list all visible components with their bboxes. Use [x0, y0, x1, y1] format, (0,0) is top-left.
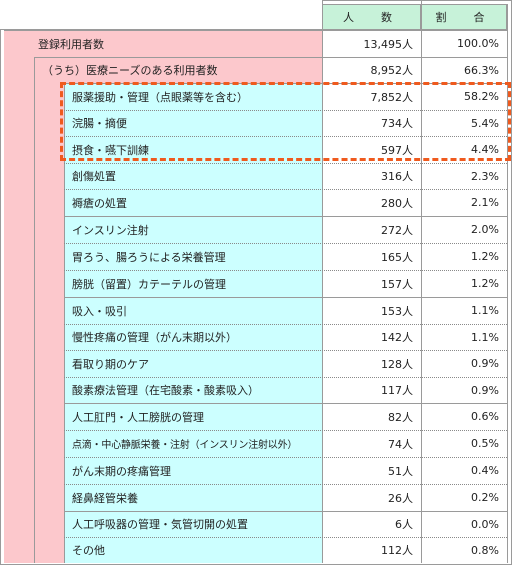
total-ratio: 100.0%: [457, 37, 499, 50]
item-count: 128人: [381, 357, 413, 371]
item-ratio: 0.5%: [471, 437, 499, 450]
item-ratio: 5.4%: [471, 116, 499, 130]
item-label: 酸素療法管理（在宅酸素・酸素吸入）: [72, 384, 259, 397]
item-count: 165人: [381, 250, 413, 264]
grid-line: [4, 30, 507, 31]
grid-line: [421, 0, 422, 563]
item-label: 創傷処置: [72, 170, 116, 183]
item-ratio: 2.0%: [471, 223, 499, 236]
item-count: 51人: [388, 464, 413, 478]
grid-line: [507, 4, 508, 563]
item-ratio: 1.2%: [471, 250, 499, 263]
item-ratio: 0.4%: [471, 464, 499, 477]
grid-line: [34, 57, 35, 563]
item-count: 6人: [395, 518, 413, 531]
row-separator: [64, 457, 507, 458]
row-separator: [64, 110, 507, 111]
item-count: 142人: [381, 331, 413, 344]
item-ratio: 58.2%: [464, 90, 499, 103]
grid-line: [64, 297, 507, 298]
row-separator: [64, 189, 507, 190]
row-separator: [64, 350, 507, 351]
item-ratio: 0.9%: [471, 383, 499, 397]
item-count: 7,852人: [370, 90, 414, 104]
item-label: 膀胱（留置）カテーテルの管理: [72, 277, 226, 291]
item-label: 服薬援助・管理（点眼薬等を含む）: [72, 90, 248, 104]
item-label: がん末期の疼痛管理: [72, 464, 171, 478]
medical-needs-label: （うち）医療ニーズのある利用者数: [42, 64, 218, 77]
grid-line: [64, 83, 65, 563]
item-label: その他: [72, 544, 105, 557]
item-count: 112人: [381, 544, 413, 557]
medical-needs-band: [34, 57, 322, 83]
item-ratio: 0.0%: [471, 517, 499, 531]
values-bg: [322, 30, 507, 563]
item-ratio: 1.2%: [471, 277, 499, 290]
item-count: 316人: [381, 170, 413, 183]
row-separator: [64, 270, 507, 271]
item-ratio: 0.9%: [471, 357, 499, 370]
item-ratio: 2.3%: [471, 169, 499, 183]
grid-line: [64, 216, 507, 217]
item-count: 597人: [381, 143, 413, 157]
item-label: 人工呼吸器の管理・気管切開の処置: [72, 518, 248, 531]
row-separator: [64, 163, 507, 164]
item-label: 看取り期のケア: [72, 357, 149, 371]
item-label: 点滴・中心静脈栄養・注射（インスリン注射以外）: [72, 440, 298, 451]
header-ratio: 割 合: [421, 4, 507, 30]
item-ratio: 0.8%: [471, 543, 499, 557]
row-separator: [64, 430, 507, 431]
item-label: 吸入・吸引: [72, 304, 127, 318]
item-count: 280人: [381, 196, 413, 210]
item-label: 慢性疼痛の管理（がん末期以外）: [72, 331, 237, 344]
grid-line: [64, 403, 507, 404]
row-separator: [64, 537, 507, 538]
row-separator: [64, 484, 507, 485]
header-empty-cell: [0, 0, 323, 30]
total-label: 登録利用者数: [38, 37, 104, 51]
highlight-box: [60, 82, 511, 161]
header-count: 人 数: [322, 4, 421, 30]
grid-line: [64, 511, 507, 512]
item-label: 浣腸・摘便: [72, 117, 127, 130]
item-label: インスリン注射: [72, 223, 149, 237]
item-label: 褥瘡の処置: [72, 196, 127, 210]
item-count: 74人: [388, 437, 413, 451]
item-label: 人工肛門・人工膀胱の管理: [72, 410, 204, 424]
medical-needs-count: 8,952人: [370, 64, 414, 77]
item-count: 272人: [381, 223, 413, 237]
item-count: 117人: [381, 384, 413, 397]
item-label: 経鼻経管栄養: [72, 491, 138, 505]
item-ratio: 0.2%: [471, 491, 499, 504]
item-count: 26人: [388, 491, 413, 505]
item-ratio: 1.1%: [471, 330, 499, 344]
medical-needs-side-band: [34, 83, 64, 563]
item-ratio: 4.4%: [471, 143, 499, 156]
row-separator: [64, 377, 507, 378]
total-count: 13,495人: [363, 37, 414, 51]
item-count: 157人: [381, 277, 413, 291]
medical-needs-ratio: 66.3%: [464, 63, 499, 77]
row-separator: [64, 136, 507, 137]
item-count: 82人: [388, 410, 413, 424]
grid-line: [34, 57, 507, 58]
row-separator: [64, 324, 507, 325]
item-ratio: 1.1%: [471, 304, 499, 317]
item-label: 摂食・嚥下訓練: [72, 143, 149, 157]
item-label: 胃ろう、腸ろうによる栄養管理: [72, 250, 226, 264]
item-count: 734人: [381, 117, 413, 130]
grid-line: [322, 0, 323, 563]
item-ratio: 2.1%: [471, 196, 499, 209]
item-count: 153人: [381, 304, 413, 318]
row-separator: [64, 243, 507, 244]
item-ratio: 0.6%: [471, 410, 499, 423]
